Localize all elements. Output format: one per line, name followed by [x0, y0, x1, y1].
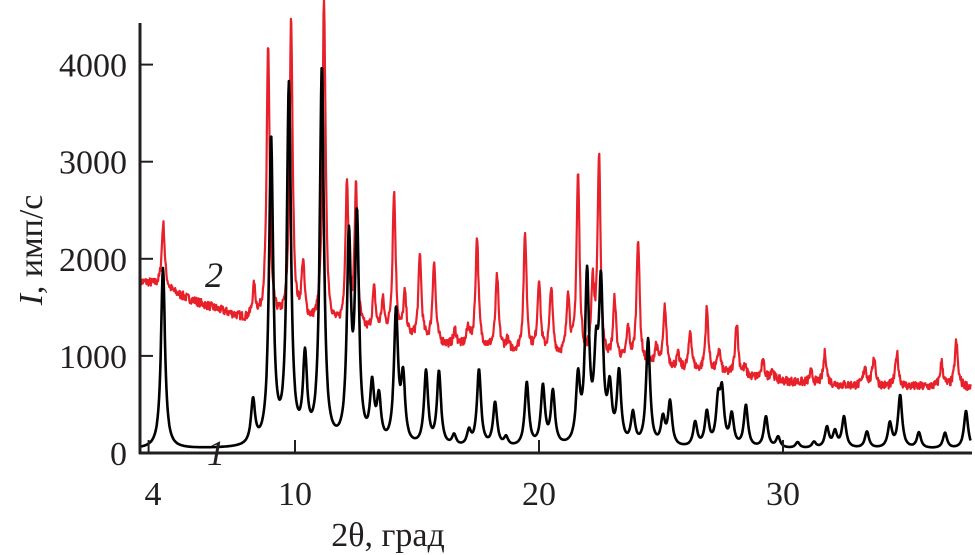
- series-layer: [139, 0, 972, 449]
- y-axis-label-symbol: I: [13, 292, 50, 306]
- x-tick-label: 10: [278, 476, 312, 513]
- ticks-layer: 4 10 20 30 0 1000 2000 3000 4000: [59, 48, 800, 513]
- y-axis-label: I, имп/с: [13, 195, 50, 307]
- x-axis-label: 2θ, град: [331, 517, 445, 554]
- y-tick-label: 0: [110, 436, 127, 473]
- series-line-2: [139, 0, 972, 391]
- series-label-2: 2: [205, 255, 223, 295]
- y-tick-label: 2000: [59, 242, 127, 279]
- y-tick-label: 4000: [59, 48, 127, 85]
- x-tick-label: 4: [145, 476, 162, 513]
- series-label-1: 1: [207, 433, 225, 473]
- x-tick-label: 30: [766, 476, 800, 513]
- y-axis-label-unit: , имп/с: [13, 195, 50, 294]
- y-tick-label: 1000: [59, 339, 127, 376]
- series-line-1: [139, 67, 972, 449]
- y-tick-label: 3000: [59, 145, 127, 182]
- x-tick-label: 20: [522, 476, 556, 513]
